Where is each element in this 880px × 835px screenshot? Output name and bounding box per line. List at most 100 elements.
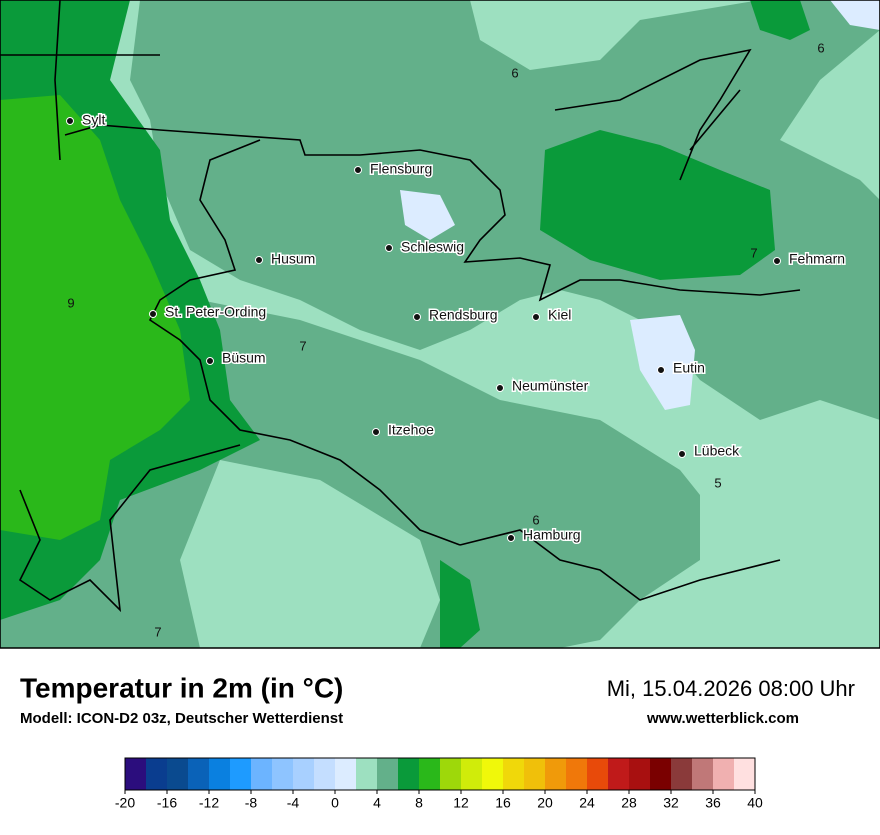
coastline — [554, 48, 752, 181]
city-label: Lübeck — [694, 443, 740, 459]
map: Sylt Flensburg Schleswig Husum St. Peter… — [0, 0, 880, 649]
tick-label: 28 — [621, 795, 637, 811]
color-box — [377, 758, 399, 790]
tick-label: 4 — [373, 795, 381, 811]
title: Temperatur in 2m (in °C) — [20, 672, 343, 703]
color-box — [671, 758, 693, 790]
coastline — [18, 0, 241, 613]
city-label: Büsum — [222, 350, 266, 366]
color-box — [356, 758, 378, 790]
city-dot — [255, 256, 263, 264]
color-box — [545, 758, 567, 790]
color-box — [335, 758, 357, 790]
city-label: St. Peter-Ording — [165, 304, 266, 320]
city-dot — [773, 257, 781, 265]
tick-label: -16 — [157, 795, 177, 811]
area-8-10 — [540, 130, 775, 280]
river-border — [459, 529, 781, 601]
color-box — [461, 758, 483, 790]
color-box — [251, 758, 273, 790]
color-box — [125, 758, 147, 790]
tick-label: -8 — [245, 795, 258, 811]
color-box — [587, 758, 609, 790]
city-dot — [507, 534, 515, 542]
coastline — [148, 139, 461, 546]
city-dot — [66, 117, 74, 125]
color-box — [713, 758, 735, 790]
city-label: Itzehoe — [388, 422, 434, 438]
contour-label: 5 — [714, 475, 721, 490]
footer: Temperatur in 2m (in °C) Modell: ICON-D2… — [20, 672, 855, 727]
color-box — [608, 758, 630, 790]
tick-label: 16 — [495, 795, 511, 811]
city-dot — [354, 166, 362, 174]
color-box — [398, 758, 420, 790]
color-box — [419, 758, 441, 790]
contour-label: 7 — [750, 245, 757, 260]
contour-label: 9 — [67, 295, 74, 310]
tick-label: 40 — [747, 795, 763, 811]
tick-label: -12 — [199, 795, 219, 811]
tick-label: 12 — [453, 795, 469, 811]
color-box — [650, 758, 672, 790]
area-8-10 — [750, 0, 810, 40]
city-label: Kiel — [548, 307, 571, 323]
area-10-12 — [0, 95, 190, 540]
city-label: Hamburg — [523, 527, 581, 543]
area-8-10 — [440, 560, 480, 648]
coastline — [0, 54, 801, 302]
coastlines — [0, 0, 880, 649]
city-label: Neumünster — [512, 378, 589, 394]
city-dot — [385, 244, 393, 252]
city-label: Rendsburg — [429, 307, 498, 323]
contour-label: 6 — [532, 512, 539, 527]
datetime: Mi, 15.04.2026 08:00 Uhr — [607, 676, 855, 701]
color-box — [272, 758, 294, 790]
color-box — [146, 758, 168, 790]
area-4-6 — [700, 430, 880, 648]
contour-labels: 6 6 7 9 7 5 6 7 — [67, 40, 824, 639]
city-label: Eutin — [673, 360, 705, 376]
city-dot — [206, 357, 214, 365]
city-dot — [532, 313, 540, 321]
color-box — [230, 758, 252, 790]
city-label: Fehmarn — [789, 251, 845, 267]
city-dot — [657, 366, 665, 374]
color-box — [482, 758, 504, 790]
tick-label: 20 — [537, 795, 553, 811]
tick-label: 36 — [705, 795, 721, 811]
website: www.wetterblick.com — [646, 710, 799, 727]
color-box — [293, 758, 315, 790]
contour-label: 6 — [511, 65, 518, 80]
tick-label: -4 — [287, 795, 300, 811]
city-dot — [496, 384, 504, 392]
color-box — [692, 758, 714, 790]
area-2-4 — [400, 190, 455, 240]
color-box — [629, 758, 651, 790]
city-dot — [372, 428, 380, 436]
cities: Sylt Flensburg Schleswig Husum St. Peter… — [66, 110, 847, 544]
tick-label: 0 — [331, 795, 339, 811]
color-box — [209, 758, 231, 790]
color-box — [167, 758, 189, 790]
colorbar: -20 -16 -12 -8 -4 0 4 8 12 16 20 24 28 32 36 40 — [115, 757, 763, 811]
contour-label: 7 — [154, 624, 161, 639]
city-dot — [149, 310, 157, 318]
color-box — [524, 758, 546, 790]
tick-label: 24 — [579, 795, 595, 811]
area-2-4 — [630, 315, 695, 410]
tick-label: 8 — [415, 795, 423, 811]
area-4-6 — [180, 460, 440, 648]
city-dot — [678, 450, 686, 458]
contour-label: 7 — [299, 338, 306, 353]
tick-label: 32 — [663, 795, 679, 811]
color-box — [314, 758, 336, 790]
color-box — [734, 758, 756, 790]
city-label: Husum — [271, 251, 315, 267]
city-label: Schleswig — [401, 239, 464, 255]
city-dot — [413, 313, 421, 321]
color-box — [503, 758, 525, 790]
color-box — [440, 758, 462, 790]
model-info: Modell: ICON-D2 03z, Deutscher Wetterdie… — [20, 710, 343, 727]
